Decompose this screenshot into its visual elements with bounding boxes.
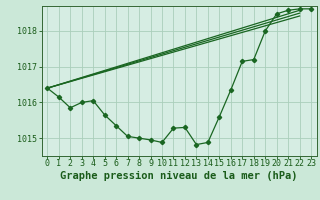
X-axis label: Graphe pression niveau de la mer (hPa): Graphe pression niveau de la mer (hPa)	[60, 171, 298, 181]
